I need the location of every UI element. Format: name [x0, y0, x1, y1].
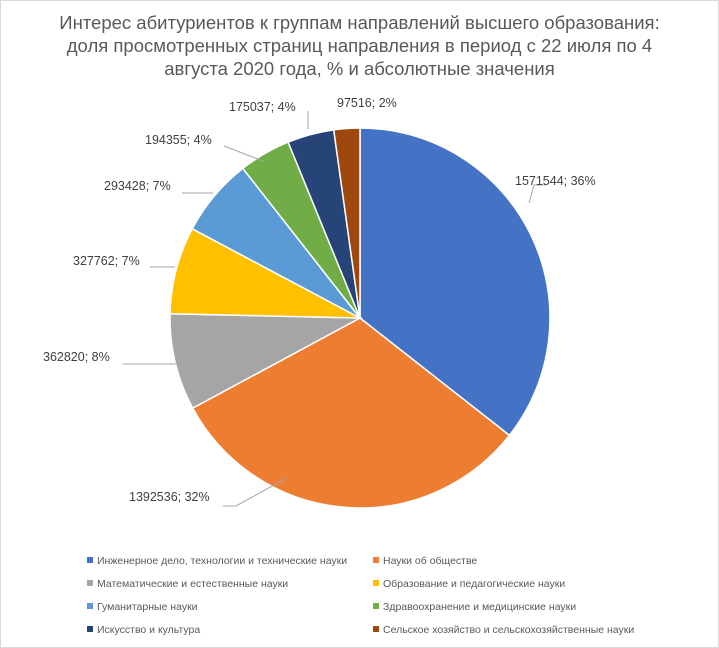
- legend-label: Инженерное дело, технологии и технически…: [97, 555, 348, 567]
- data-label: 1392536; 32%: [129, 490, 210, 504]
- chart-title: Интерес абитуриентов к группам направлен…: [1, 11, 718, 80]
- legend-swatch: [373, 603, 379, 610]
- pie-slice: [169, 313, 363, 410]
- legend-label: Искусство и культура: [97, 624, 201, 636]
- legend-item: Математические и естественные науки: [87, 577, 288, 591]
- chart-title-line-1: Интерес абитуриентов к группам направлен…: [59, 12, 660, 33]
- legend-swatch: [373, 557, 379, 564]
- legend-label: Гуманитарные науки: [97, 601, 198, 613]
- chart-title-line-2: доля просмотренных страниц направления в…: [66, 35, 653, 56]
- data-label: 362820; 8%: [43, 350, 110, 364]
- legend-label: Науки об обществе: [383, 555, 478, 567]
- legend-swatch: [87, 580, 93, 587]
- data-label: 175037; 4%: [229, 100, 296, 114]
- legend-label: Сельское хозяйство и сельскохозяйственны…: [383, 624, 635, 636]
- legend-item: Гуманитарные науки: [87, 600, 198, 614]
- pie-slice: [359, 127, 551, 437]
- chart-title-line-3: августа 2020 года, % и абсолютные значен…: [164, 58, 555, 79]
- legend-label: Здравоохранение и медицинские науки: [383, 601, 577, 613]
- legend-swatch: [87, 626, 93, 633]
- legend-item: Образование и педагогические науки: [373, 577, 565, 591]
- data-label: 293428; 7%: [104, 179, 171, 193]
- legend-item: Искусство и культура: [87, 623, 200, 637]
- pie-slice: [332, 127, 361, 319]
- legend-swatch: [373, 626, 379, 633]
- legend-swatch: [87, 557, 93, 564]
- legend-label: Математические и естественные науки: [97, 578, 289, 590]
- legend-item: Инженерное дело, технологии и технически…: [87, 554, 347, 568]
- data-label: 97516; 2%: [337, 96, 397, 110]
- legend-swatch: [373, 580, 379, 587]
- legend-label: Образование и педагогические науки: [383, 578, 566, 590]
- data-label: 194355; 4%: [145, 133, 212, 147]
- leader-line: [223, 145, 264, 162]
- leader-line: [223, 478, 286, 507]
- leader-line: [528, 184, 546, 204]
- legend-item: Здравоохранение и медицинские науки: [373, 600, 576, 614]
- legend-swatch: [87, 603, 93, 610]
- legend-item: Науки об обществе: [373, 554, 477, 568]
- data-label: 1571544; 36%: [515, 174, 596, 188]
- data-label: 327762; 7%: [73, 254, 140, 268]
- legend-item: Сельское хозяйство и сельскохозяйственны…: [373, 623, 634, 637]
